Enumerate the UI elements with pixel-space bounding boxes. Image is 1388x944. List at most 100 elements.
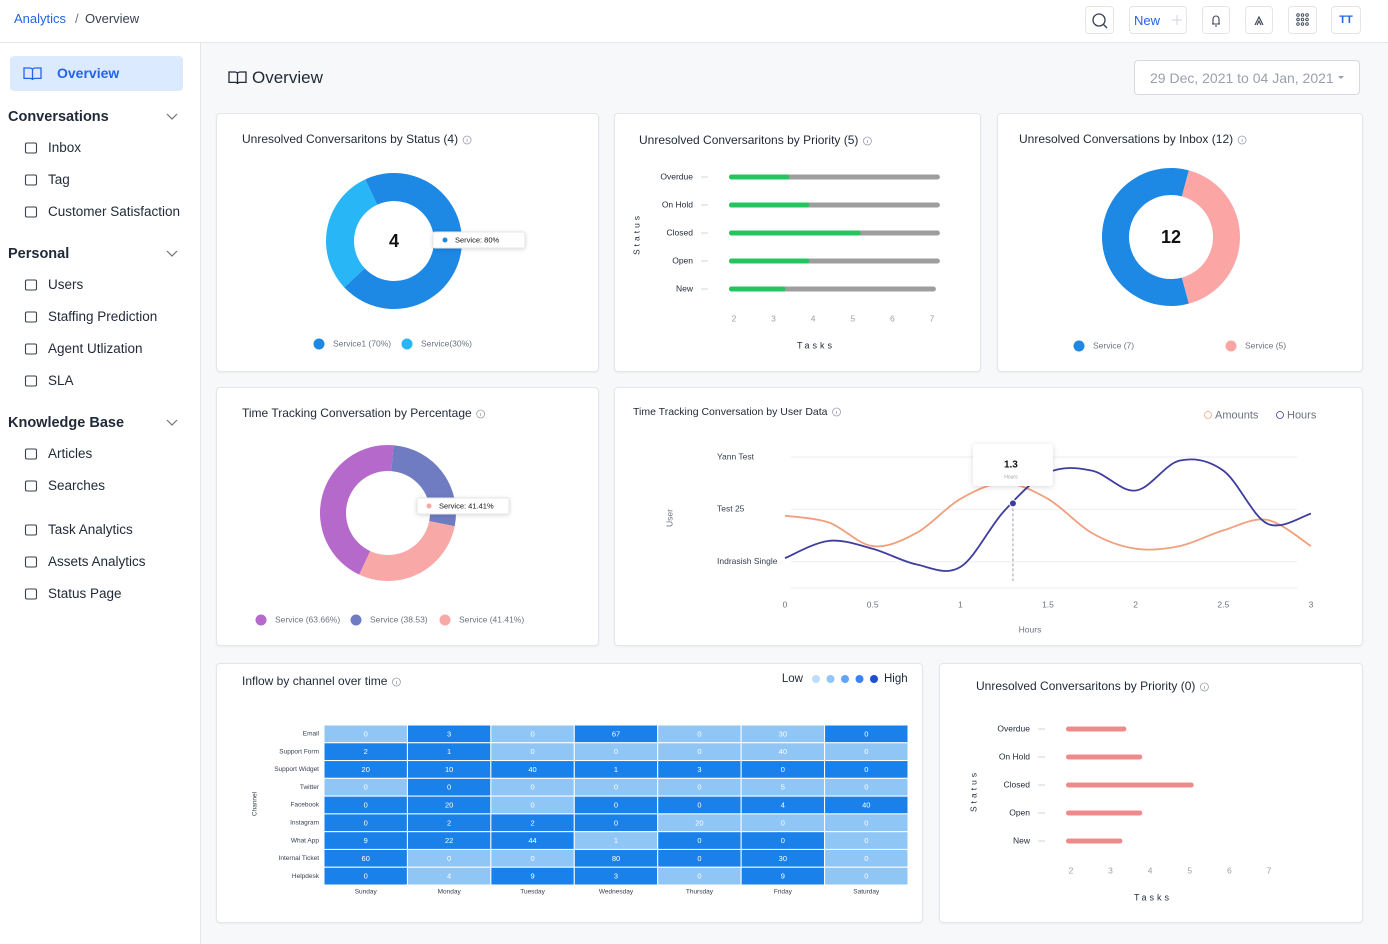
nav-section-title: Conversations [8, 109, 109, 125]
cell-value: 0 [697, 783, 701, 792]
nav-item[interactable]: Inbox [0, 138, 199, 158]
nav-section[interactable]: Personal [0, 244, 199, 264]
y-axis-label: Channel [252, 791, 259, 816]
info-icon [1237, 135, 1247, 145]
nav-item[interactable]: Staffing Prediction [0, 307, 199, 327]
cell-value: 0 [697, 872, 701, 881]
avatar-initials: TT [1339, 14, 1353, 26]
cell-value: 0 [530, 729, 534, 738]
legend-dot [870, 675, 878, 683]
legend-label: Service (7) [1093, 340, 1134, 350]
legend-swatch [1204, 411, 1212, 419]
nav-item[interactable]: Tag [0, 170, 199, 190]
search-icon [1092, 13, 1108, 29]
bar [1066, 810, 1143, 816]
cell-value: 0 [614, 800, 618, 809]
new-button[interactable]: New [1129, 6, 1187, 34]
chevron-icon [166, 250, 178, 257]
date-range: 29 Dec, 2021 to 04 Jan, 2021 [1150, 70, 1334, 86]
nav-section[interactable]: Conversations [0, 107, 199, 127]
nav-icon-shape [24, 174, 38, 186]
row-label: Support Form [279, 748, 319, 755]
legend-high: High [884, 673, 908, 685]
nav-section[interactable]: Knowledge Base [0, 413, 199, 433]
avatar-button[interactable]: TT [1331, 6, 1361, 34]
widget-card: Unresolved Conversaritons by Priority (5… [614, 113, 981, 372]
cell-value: 1 [614, 765, 618, 774]
line-series [784, 482, 1312, 551]
notifications-button[interactable] [1202, 6, 1230, 34]
breadcrumb-current: Overview [85, 11, 140, 26]
nav-icon-shape [24, 343, 38, 355]
y-tick-label: Yann Test [717, 451, 755, 461]
bar [729, 230, 861, 236]
cell-value: 0 [530, 747, 534, 756]
nav-icon-shape [24, 311, 38, 323]
apps-button[interactable] [1288, 6, 1317, 34]
nav-item[interactable]: Users [0, 275, 199, 295]
legend-swatch [1225, 340, 1237, 352]
cell-value: 0 [781, 836, 785, 845]
breadcrumb-link[interactable]: Analytics [14, 11, 67, 26]
cell-value: 0 [697, 800, 701, 809]
cell-value: 4 [447, 872, 451, 881]
nav-label: SLA [48, 373, 74, 388]
heat-cell [824, 866, 909, 886]
nav-item[interactable]: SLA [0, 371, 199, 391]
column-label: Sunday [355, 889, 378, 896]
cell-value: 0 [530, 800, 534, 809]
chevron-shape [166, 113, 178, 120]
bar [1066, 726, 1127, 732]
donut-slice [359, 521, 455, 581]
column-label: Wednesday [599, 889, 634, 896]
cell-value: 0 [447, 854, 451, 863]
cell-value: 0 [614, 747, 618, 756]
cell-value: 4 [781, 800, 785, 809]
legend-dot [855, 675, 864, 683]
x-tick-label: 5 [1187, 865, 1192, 875]
nav-item[interactable]: Status Page [0, 584, 199, 604]
new-label: New [1134, 13, 1161, 28]
nav-item[interactable]: Customer Satisfaction [0, 202, 199, 222]
x-tick-label: 7 [930, 313, 935, 323]
book-icon [23, 67, 42, 81]
legend-swatch [401, 338, 413, 350]
cell-value: 0 [781, 765, 785, 774]
donut-slice [344, 173, 462, 309]
nav-icon [24, 311, 38, 323]
nav-item[interactable]: Agent Utlization [0, 339, 199, 359]
cell-value: 20 [445, 800, 453, 809]
nav-label: Agent Utlization [48, 341, 143, 356]
feed-button[interactable] [1245, 6, 1273, 34]
active-nav-item[interactable]: Overview [10, 56, 183, 91]
cell-value: 80 [612, 854, 620, 863]
nav-item[interactable]: Searches [0, 476, 199, 496]
bar [1066, 754, 1143, 760]
nav-item[interactable]: Assets Analytics [0, 552, 199, 572]
x-tick-label: 0.5 [867, 599, 879, 609]
bar [729, 286, 786, 292]
nav-item[interactable]: Task Analytics [0, 520, 199, 540]
date-range-picker[interactable]: 29 Dec, 2021 to 04 Jan, 2021 [1134, 60, 1360, 95]
legend-label: Hours [1287, 409, 1317, 421]
bar [1066, 782, 1194, 788]
x-tick-label: 2 [1133, 599, 1138, 609]
nav-icon-shape [24, 588, 38, 600]
cell-value: 0 [530, 783, 534, 792]
category-label: On Hold [999, 751, 1030, 761]
info-icon [392, 677, 401, 687]
cell-value: 20 [695, 818, 703, 827]
search-button[interactable] [1085, 6, 1114, 34]
nav-label: Assets Analytics [48, 554, 146, 569]
legend-label: Service(30%) [421, 338, 472, 348]
cell-value: 0 [864, 818, 868, 827]
y-tick-label: Indrasish Single [717, 556, 778, 566]
category-label: Open [1009, 807, 1030, 817]
cell-value: 0 [364, 800, 368, 809]
widget-chart: Time Tracking Conversation by User Data Y… [633, 406, 1317, 634]
x-tick-label: 2.5 [1217, 599, 1229, 609]
tooltip-box [972, 444, 1053, 486]
nav-icon [24, 524, 38, 536]
legend-swatch [1276, 411, 1284, 419]
nav-item[interactable]: Articles [0, 444, 199, 464]
